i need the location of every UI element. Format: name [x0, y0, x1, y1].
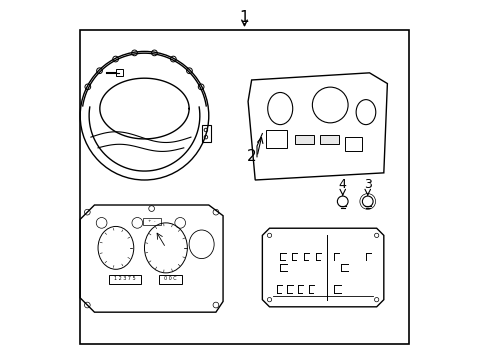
Bar	[116, 69, 123, 76]
Bar	[265, 130, 287, 148]
Bar	[294, 135, 313, 144]
Text: 1 2 3 7 5: 1 2 3 7 5	[114, 276, 135, 282]
Text: 0 0 C: 0 0 C	[163, 276, 176, 282]
Bar	[80, 30, 408, 344]
Text: 2: 2	[246, 149, 256, 164]
Text: 4: 4	[338, 178, 346, 191]
Text: 1: 1	[239, 10, 249, 25]
Bar	[159, 275, 182, 284]
Bar	[108, 275, 141, 284]
Bar	[319, 135, 339, 144]
Text: 3: 3	[363, 178, 371, 191]
Bar	[201, 125, 210, 143]
Bar	[142, 217, 160, 225]
Text: +  -: + -	[147, 219, 155, 223]
Bar	[344, 137, 362, 152]
